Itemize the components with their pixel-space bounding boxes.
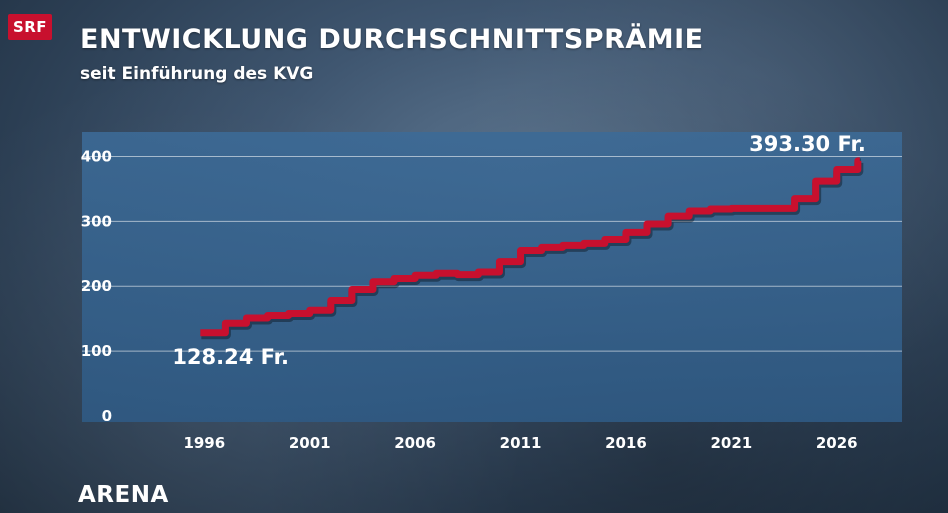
y-tick-label: 100: [81, 342, 112, 360]
chart-title: ENTWICKLUNG DURCHSCHNITTSPRÄMIE: [80, 24, 704, 55]
chart-subtitle: seit Einführung des KVG: [80, 64, 314, 84]
arena-logo: ARENA: [78, 482, 169, 508]
x-tick-label: 2016: [605, 434, 647, 452]
x-tick-label: 2021: [710, 434, 752, 452]
series-line: [200, 157, 862, 337]
y-tick-label: 300: [81, 212, 112, 230]
x-tick-label: 1996: [183, 434, 225, 452]
gridlines: [82, 155, 902, 352]
srf-logo: SRF: [8, 14, 52, 40]
plot-area: [82, 132, 902, 422]
y-tick-label: 200: [81, 277, 112, 295]
start-value-label: 128.24 Fr.: [172, 345, 289, 369]
annotations: 128.24 Fr. 393.30 Fr.: [172, 132, 866, 369]
x-tick-label: 2011: [500, 434, 542, 452]
y-axis: 0 100 200 300 400: [81, 147, 112, 425]
x-tick-label: 2006: [394, 434, 436, 452]
end-value-label: 393.30 Fr.: [749, 132, 866, 156]
x-axis: 1996 2001 2006 2011 2016 2021 2026: [183, 434, 857, 452]
y-tick-label: 0: [102, 407, 112, 425]
x-tick-label: 2026: [816, 434, 858, 452]
x-tick-label: 2001: [289, 434, 331, 452]
y-tick-label: 400: [81, 147, 112, 165]
series-layer: [200, 157, 864, 340]
